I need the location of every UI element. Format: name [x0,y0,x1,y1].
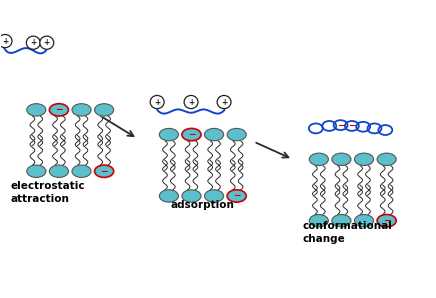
Ellipse shape [72,165,91,177]
Text: conformational
change: conformational change [303,221,393,244]
Ellipse shape [95,165,114,177]
Text: −: − [337,121,344,130]
Text: +: + [188,97,194,107]
Ellipse shape [377,215,396,227]
Text: −: − [233,191,240,201]
Ellipse shape [182,128,201,141]
Text: −: − [100,167,108,176]
Text: +: + [30,38,37,47]
Ellipse shape [354,215,374,227]
Text: +: + [44,38,50,47]
Ellipse shape [72,104,91,116]
Ellipse shape [309,215,328,227]
Ellipse shape [354,153,374,165]
Text: +: + [221,97,227,107]
Ellipse shape [204,190,224,202]
Circle shape [217,95,231,109]
Text: −: − [348,121,356,131]
Ellipse shape [49,165,68,177]
Text: +: + [2,37,8,46]
Circle shape [40,36,54,49]
Ellipse shape [159,128,178,141]
Ellipse shape [27,104,46,116]
Text: −: − [55,105,63,114]
Text: −: − [188,130,195,139]
Text: electrostatic
attraction: electrostatic attraction [10,181,85,204]
Ellipse shape [95,104,114,116]
Circle shape [0,35,12,48]
Ellipse shape [227,190,246,202]
Ellipse shape [332,215,351,227]
Text: −: − [383,216,390,225]
Ellipse shape [27,165,46,177]
Ellipse shape [377,153,396,165]
Text: adsorption: adsorption [170,201,234,210]
Ellipse shape [309,153,328,165]
Ellipse shape [182,190,201,202]
Ellipse shape [49,104,68,116]
Ellipse shape [159,190,178,202]
Circle shape [26,36,40,49]
Circle shape [184,95,198,109]
Ellipse shape [227,128,246,141]
Ellipse shape [204,128,224,141]
Text: +: + [154,97,160,107]
Circle shape [150,95,164,109]
Ellipse shape [332,153,351,165]
